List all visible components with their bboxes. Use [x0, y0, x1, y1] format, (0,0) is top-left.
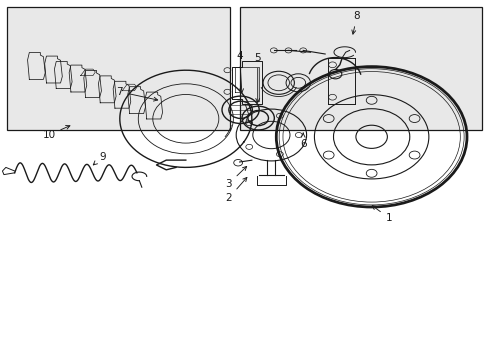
Text: 9: 9 — [93, 152, 106, 165]
Text: 2: 2 — [225, 177, 246, 203]
Text: 8: 8 — [351, 11, 360, 34]
Text: 4: 4 — [236, 51, 243, 93]
Text: 6: 6 — [299, 133, 306, 149]
Text: 5: 5 — [254, 53, 261, 102]
Text: 7: 7 — [116, 87, 157, 101]
Bar — [239, 7, 481, 130]
Text: 3: 3 — [225, 166, 246, 189]
Text: 10: 10 — [42, 126, 70, 140]
Text: 1: 1 — [371, 206, 391, 223]
Bar — [7, 7, 229, 130]
